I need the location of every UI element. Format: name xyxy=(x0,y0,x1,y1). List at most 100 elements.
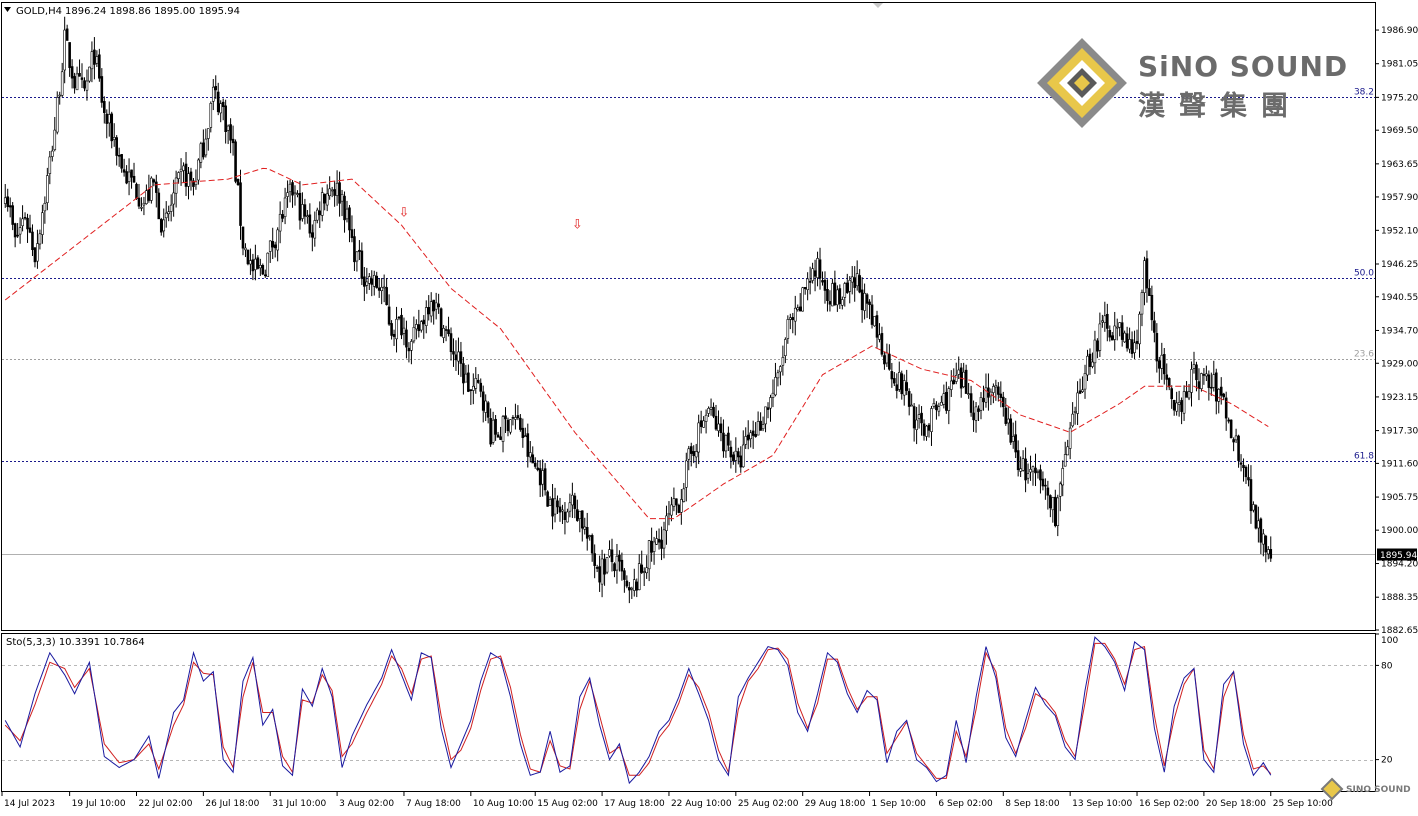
candle xyxy=(402,317,406,346)
candle-body xyxy=(689,446,693,454)
price-tick-label: 1986.90 xyxy=(1381,26,1418,36)
candle xyxy=(1262,529,1265,557)
candle xyxy=(457,337,460,375)
candle-body xyxy=(479,382,483,392)
candle-body xyxy=(65,28,69,41)
candle-body xyxy=(110,113,114,142)
shift-marker-icon[interactable] xyxy=(873,3,883,8)
candle-body xyxy=(345,208,349,220)
candle xyxy=(585,512,589,551)
price-tick-label: 1963.65 xyxy=(1381,160,1418,170)
candle-body xyxy=(353,236,356,263)
candle-body xyxy=(878,334,881,340)
candle xyxy=(563,502,567,535)
candle xyxy=(132,162,136,183)
candle-body xyxy=(157,192,161,220)
candle xyxy=(476,374,480,384)
candle xyxy=(449,327,453,361)
candle xyxy=(942,384,946,409)
candle xyxy=(256,255,260,270)
candle-body xyxy=(278,213,282,232)
candle xyxy=(967,382,970,399)
candle-body xyxy=(744,436,748,445)
candle-body xyxy=(900,373,904,395)
candle xyxy=(1039,464,1042,494)
candle xyxy=(509,419,512,435)
candle xyxy=(719,416,723,442)
candle-body xyxy=(375,275,379,288)
candle-body xyxy=(320,192,324,216)
candle-body xyxy=(1133,342,1136,353)
candle-body xyxy=(1207,374,1211,388)
time-tick-label: 22 Jul 02:00 xyxy=(138,799,192,809)
candle-body xyxy=(1063,454,1067,467)
candle xyxy=(880,326,884,357)
candle xyxy=(543,463,547,496)
candle-body xyxy=(382,286,386,289)
candle-body xyxy=(125,171,128,184)
candle xyxy=(818,247,822,290)
candle-body xyxy=(628,587,631,591)
candle xyxy=(214,75,218,99)
candle xyxy=(917,404,921,429)
candle xyxy=(652,536,656,565)
time-tick-label: 10 Aug 10:00 xyxy=(473,799,534,809)
candle xyxy=(340,189,344,217)
candle xyxy=(46,167,49,211)
candle xyxy=(902,374,906,406)
candle xyxy=(697,414,700,465)
candle xyxy=(576,499,579,522)
candle xyxy=(333,180,336,207)
candle-body xyxy=(1177,402,1181,405)
candle xyxy=(60,62,64,98)
candle-body xyxy=(885,352,889,364)
candle xyxy=(546,490,549,507)
candle xyxy=(796,304,800,312)
current-price-badge: 1895.94 xyxy=(1377,548,1417,561)
candle xyxy=(893,371,896,387)
candle-body xyxy=(667,512,671,516)
candle-body xyxy=(595,567,599,569)
candle-body xyxy=(259,265,262,269)
candle xyxy=(828,290,832,312)
time-tick-label: 26 Jul 18:00 xyxy=(205,799,259,809)
candle-body xyxy=(571,494,574,506)
candle-body xyxy=(447,329,450,335)
candle xyxy=(145,184,148,205)
candle xyxy=(672,487,676,512)
candle-body xyxy=(23,216,27,219)
candle xyxy=(13,222,17,248)
candle-body xyxy=(1115,326,1119,329)
candle xyxy=(1210,372,1213,396)
dropdown-triangle-icon[interactable] xyxy=(4,7,11,12)
candle xyxy=(1106,303,1109,342)
candle-body xyxy=(43,202,47,212)
candle xyxy=(888,344,891,371)
candle xyxy=(472,373,475,405)
candle-body xyxy=(1093,339,1097,364)
candle-body xyxy=(246,249,250,265)
candle xyxy=(130,169,133,189)
candle-body xyxy=(229,124,232,141)
candle-body xyxy=(640,564,644,573)
candle xyxy=(1148,279,1151,296)
price-tick-label: 1969.50 xyxy=(1381,126,1418,136)
candle xyxy=(613,562,616,578)
candle-body xyxy=(1066,446,1069,456)
time-tick-label: 7 Aug 18:00 xyxy=(406,799,461,809)
candle xyxy=(974,402,978,433)
candle-body xyxy=(420,321,423,331)
candle xyxy=(682,482,686,503)
candle-body xyxy=(276,229,279,251)
candle xyxy=(1269,536,1273,562)
candle-body xyxy=(766,407,770,410)
candle xyxy=(519,414,522,432)
candle xyxy=(3,184,7,208)
candle-body xyxy=(204,138,208,156)
candle-body xyxy=(152,179,156,183)
candle-body xyxy=(1056,497,1060,526)
candle xyxy=(1167,377,1171,391)
candle-body xyxy=(741,444,745,468)
